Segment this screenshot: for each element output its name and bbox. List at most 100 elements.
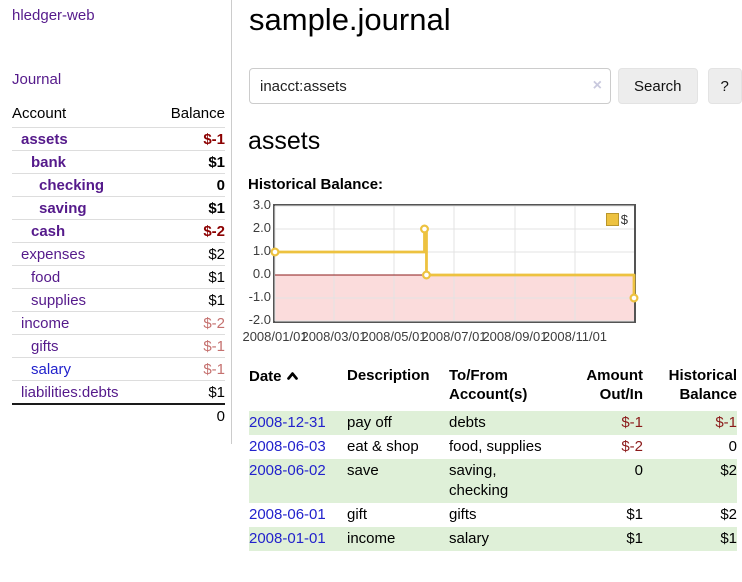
col-header-description: Description bbox=[347, 367, 430, 384]
sort-ascending-icon bbox=[286, 366, 298, 385]
search-input[interactable] bbox=[249, 68, 611, 104]
register-row: 2008-12-31 pay off debts $-1 $-1 bbox=[249, 411, 737, 435]
page-title: sample.journal bbox=[249, 2, 451, 37]
sidebar-item-journal[interactable]: Journal bbox=[12, 71, 62, 88]
cell-date: 2008-06-01 bbox=[249, 503, 347, 527]
y-tick-label: 2.0 bbox=[252, 220, 271, 235]
x-tick-label: 2008/09/01 bbox=[482, 329, 548, 344]
x-tick-label: 2008/11/01 bbox=[542, 329, 608, 344]
account-row: checking 0 bbox=[12, 173, 225, 196]
cell-date: 2008-12-31 bbox=[249, 411, 347, 435]
account-row: gifts $-1 bbox=[12, 334, 225, 357]
y-tick-label: 1.0 bbox=[252, 243, 271, 258]
legend-swatch-icon bbox=[605, 213, 619, 226]
col-header-date[interactable]: Date bbox=[249, 366, 347, 411]
sidebar-account-supplies[interactable]: supplies bbox=[31, 291, 87, 309]
sidebar-account-food[interactable]: food bbox=[31, 268, 61, 286]
chart-title: Historical Balance: bbox=[248, 176, 384, 193]
account-balance: $-2 bbox=[203, 222, 225, 240]
transaction-date-link[interactable]: 2008-06-01 bbox=[249, 506, 326, 523]
accounts-table-header: Account Balance bbox=[12, 100, 225, 127]
search-button[interactable]: Search bbox=[618, 68, 698, 104]
col-header-date-label: Date bbox=[249, 368, 282, 385]
x-tick-label: 2008/01/01 bbox=[242, 329, 308, 344]
register-row: 2008-06-01 gift gifts $1 $2 bbox=[249, 503, 737, 527]
account-page-title: assets bbox=[248, 127, 321, 155]
sidebar-account-saving[interactable]: saving bbox=[39, 199, 87, 217]
x-tick-label: 2008/03/01 bbox=[301, 329, 367, 344]
historical-balance-chart: 3.0 2.0 1.0 0.0 -1.0 -2.0 $ 2008/01/01 2008/03… bbox=[242, 197, 740, 344]
sidebar: hledger-web Journal Account Balance asse… bbox=[0, 0, 232, 444]
help-button[interactable]: ? bbox=[707, 68, 742, 104]
account-row: expenses $2 bbox=[12, 242, 225, 265]
transaction-date-link[interactable]: 2008-06-02 bbox=[249, 462, 326, 479]
sidebar-account-income[interactable]: income bbox=[21, 314, 70, 332]
register-table: Date Description To/From Account(s) Amou… bbox=[249, 366, 737, 551]
account-balance: $1 bbox=[208, 268, 225, 286]
cell-description: income bbox=[347, 530, 396, 547]
cell-balance: 0 bbox=[728, 438, 737, 455]
sidebar-account-expenses[interactable]: expenses bbox=[21, 245, 86, 263]
account-row: salary $-1 bbox=[12, 357, 225, 380]
app-brand-link[interactable]: hledger-web bbox=[12, 7, 95, 24]
account-row: bank $1 bbox=[12, 150, 225, 173]
account-balance: $-2 bbox=[203, 314, 225, 332]
accounts-total-value: 0 bbox=[216, 407, 225, 425]
sidebar-account-checking[interactable]: checking bbox=[39, 176, 105, 194]
cell-date: 2008-01-01 bbox=[249, 527, 347, 551]
y-tick-label: -2.0 bbox=[248, 312, 271, 327]
y-tick-label: 3.0 bbox=[252, 197, 271, 212]
cell-date: 2008-06-03 bbox=[249, 435, 347, 459]
account-rows: assets $-1 bank $1 checking 0 saving $1 cash $-2 e… bbox=[12, 127, 225, 403]
y-tick-label: 0.0 bbox=[252, 266, 271, 281]
sidebar-account-cash[interactable]: cash bbox=[31, 222, 66, 240]
account-row: assets $-1 bbox=[12, 127, 225, 150]
cell-amount: $-2 bbox=[621, 438, 643, 455]
cell-accounts: gifts bbox=[449, 506, 477, 523]
account-balance: $-1 bbox=[203, 360, 225, 378]
sidebar-account-gifts[interactable]: gifts bbox=[31, 337, 59, 355]
cell-amount: 0 bbox=[634, 462, 643, 479]
account-balance: $1 bbox=[208, 383, 225, 401]
cell-amount: $1 bbox=[626, 530, 643, 547]
account-balance: $1 bbox=[208, 199, 225, 217]
cell-balance: $2 bbox=[720, 506, 737, 523]
sidebar-account-bank[interactable]: bank bbox=[31, 153, 67, 171]
transaction-date-link[interactable]: 2008-01-01 bbox=[249, 530, 326, 547]
col-header-accounts: To/From Account(s) bbox=[449, 367, 528, 403]
transaction-date-link[interactable]: 2008-12-31 bbox=[249, 414, 326, 431]
register-row: 2008-01-01 income salary $1 $1 bbox=[249, 527, 737, 551]
transaction-date-link[interactable]: 2008-06-03 bbox=[249, 438, 326, 455]
account-balance: 0 bbox=[216, 176, 225, 194]
accounts-header-balance: Balance bbox=[170, 105, 225, 122]
cell-balance: $2 bbox=[720, 462, 737, 479]
cell-accounts: saving, checking bbox=[449, 462, 509, 499]
cell-balance: $-1 bbox=[715, 414, 737, 431]
cell-amount: $1 bbox=[626, 506, 643, 523]
accounts-header-account: Account bbox=[12, 105, 67, 122]
col-header-amount: Amount Out/In bbox=[586, 367, 643, 403]
account-row: food $1 bbox=[12, 265, 225, 288]
register-row: 2008-06-02 save saving, checking 0 $2 bbox=[249, 459, 737, 503]
account-balance: $2 bbox=[208, 245, 225, 263]
sidebar-account-assets[interactable]: assets bbox=[21, 130, 68, 148]
cell-accounts: food, supplies bbox=[449, 438, 542, 455]
chart-plot-area: $ bbox=[270, 204, 639, 323]
legend-label: $ bbox=[620, 212, 628, 227]
accounts-total-row: 0 bbox=[12, 403, 225, 427]
cell-date: 2008-06-02 bbox=[249, 459, 347, 503]
register-row: 2008-06-03 eat & shop food, supplies $-2 0 bbox=[249, 435, 737, 459]
chart-canvas bbox=[270, 205, 639, 322]
clear-search-icon[interactable]: × bbox=[592, 77, 602, 94]
cell-description: gift bbox=[347, 506, 368, 523]
account-row: income $-2 bbox=[12, 311, 225, 334]
account-row: saving $1 bbox=[12, 196, 225, 219]
search-input-wrap: × bbox=[249, 68, 611, 104]
sidebar-account-liabilities-debts[interactable]: liabilities:debts bbox=[21, 383, 119, 401]
cell-description: pay off bbox=[347, 414, 392, 431]
cell-amount: $-1 bbox=[621, 414, 643, 431]
account-balance: $1 bbox=[208, 153, 225, 171]
x-tick-label: 2008/07/01 bbox=[421, 329, 487, 344]
sidebar-account-salary[interactable]: salary bbox=[31, 360, 72, 378]
